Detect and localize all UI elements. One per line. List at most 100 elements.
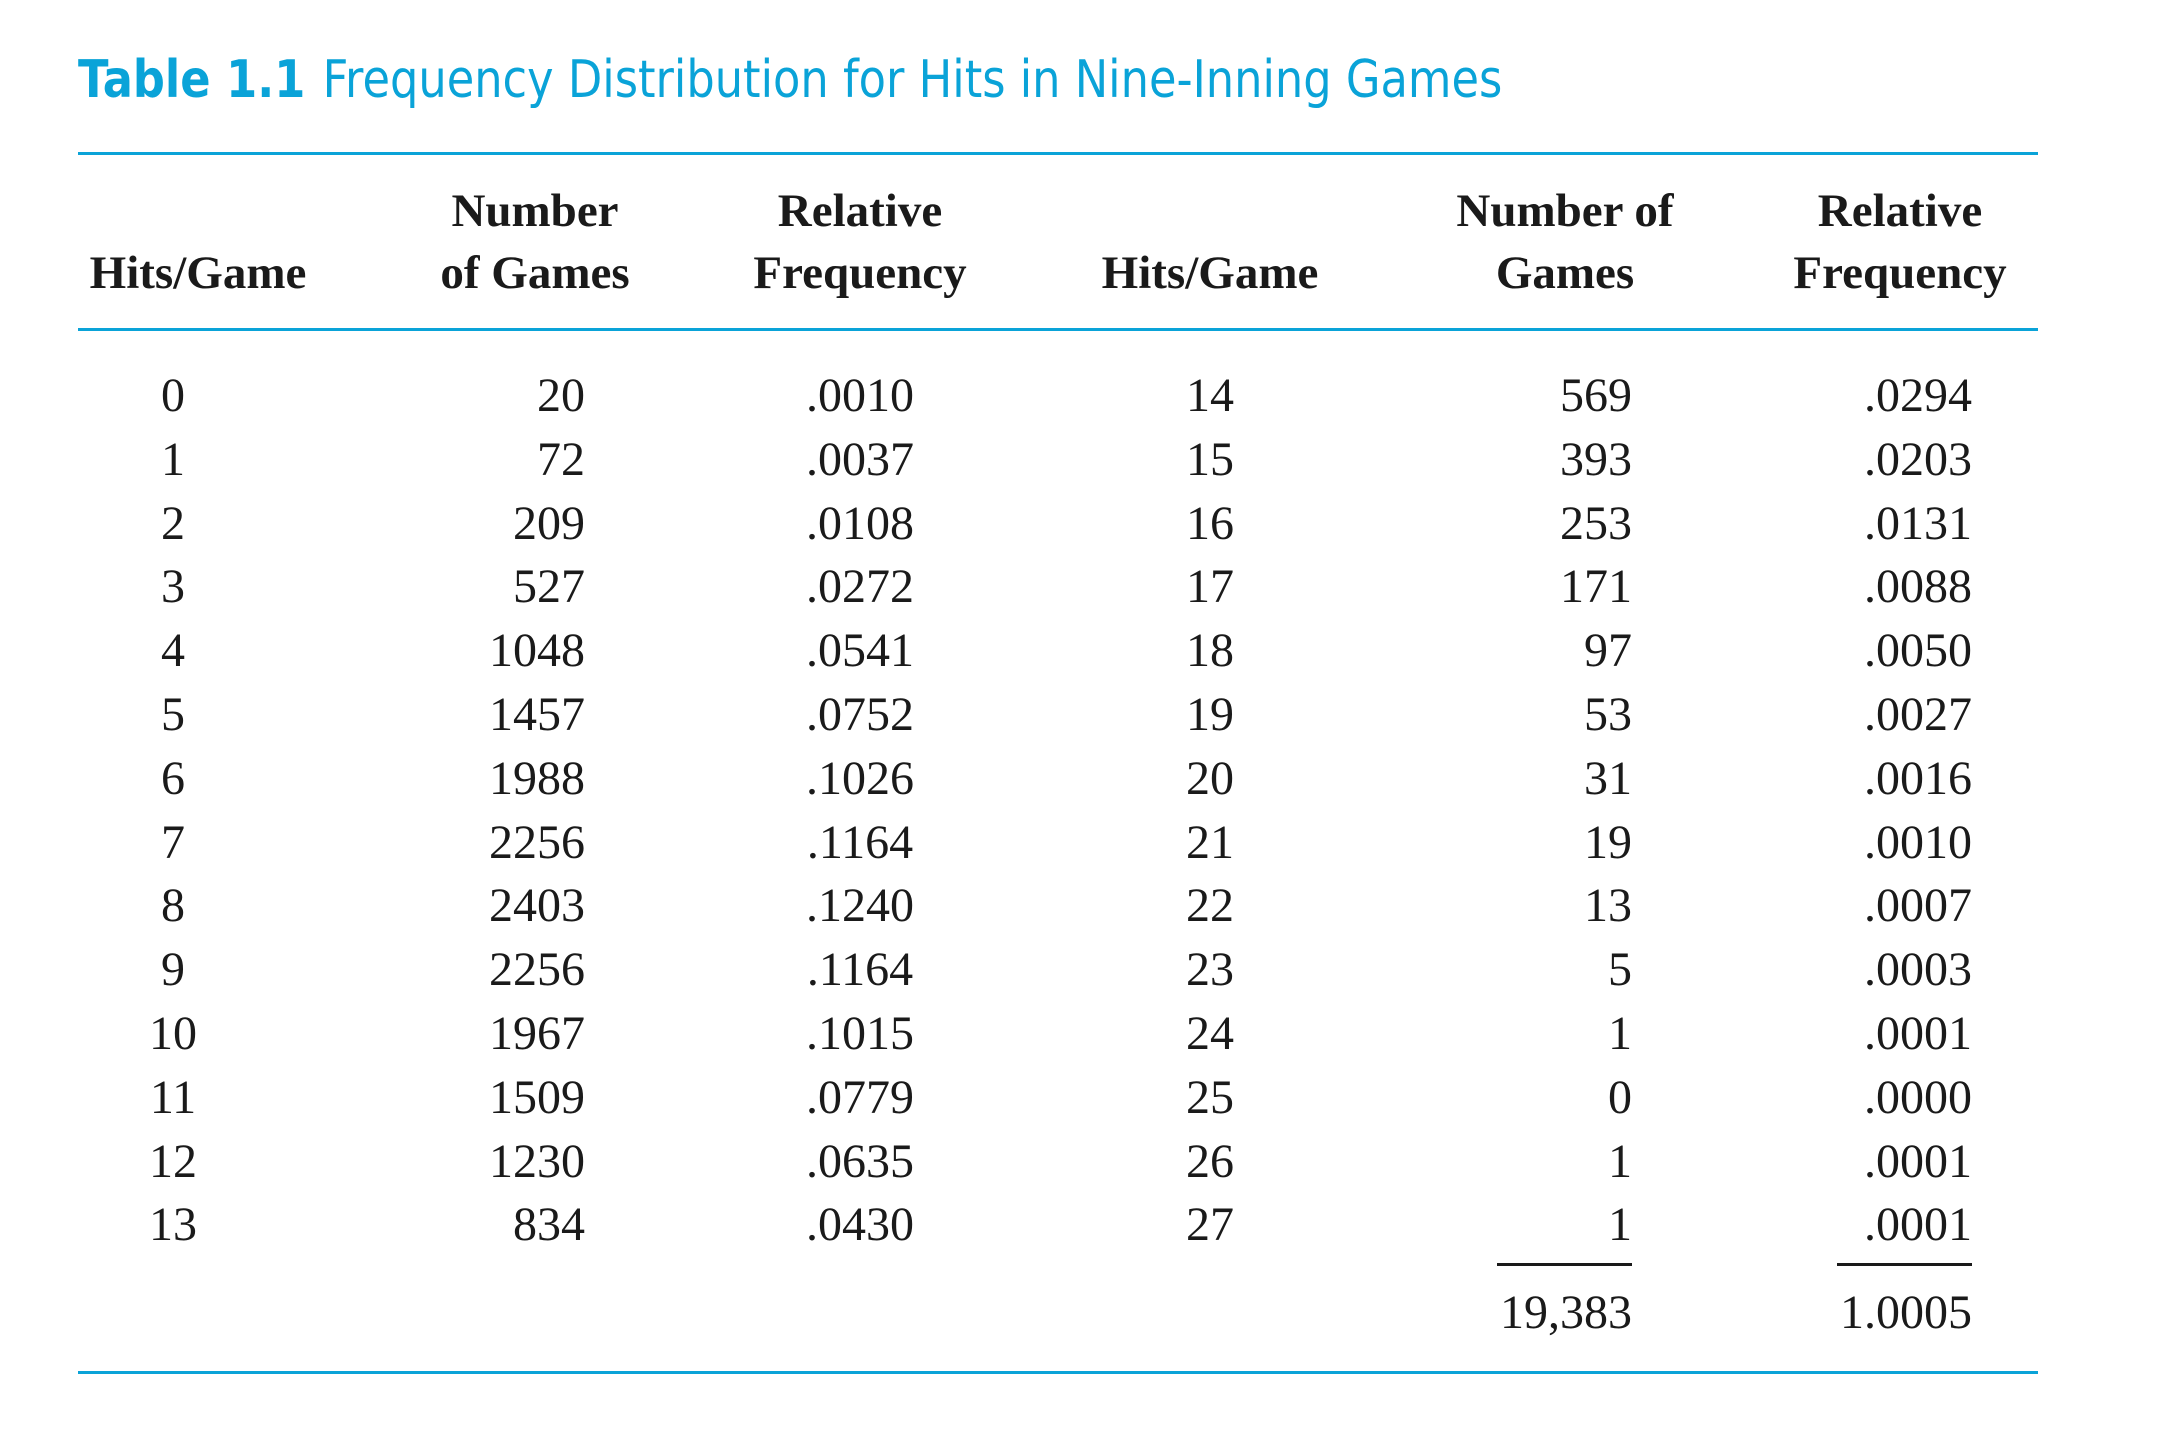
table-cell: 15 xyxy=(1186,432,1234,486)
table-cell: .0000 xyxy=(1864,1070,1972,1124)
table-cell: .0007 xyxy=(1864,879,1972,933)
table-cell: 20 xyxy=(537,369,585,422)
table-cell: 72 xyxy=(537,432,585,486)
column-hits-right: 14 15 16 17 18 19 20 21 22 23 24 25 26 27 xyxy=(1140,364,1280,1257)
table-cell: .0016 xyxy=(1864,751,1972,805)
table-cell: .0430 xyxy=(806,1198,914,1252)
games-total: 19,383 xyxy=(1500,1286,1632,1339)
header-games-left: Number of Games xyxy=(440,185,630,299)
table-cell: .0541 xyxy=(806,624,914,678)
table-caption: Table 1.1 Frequency Distribution for Hits… xyxy=(78,50,1502,110)
table-cell: 1 xyxy=(1608,1198,1632,1252)
table-cell: 26 xyxy=(1186,1134,1234,1188)
table-cell: 1988 xyxy=(489,751,585,805)
table-cell: 2 xyxy=(161,496,185,550)
table-cell: 1048 xyxy=(489,624,585,678)
table-cell: .1015 xyxy=(806,1006,914,1060)
table-cell: .1164 xyxy=(806,943,914,997)
table-cell: 12 xyxy=(149,1134,197,1188)
table-cell: 23 xyxy=(1186,943,1234,997)
column-hits-left: 0 1 2 3 4 5 6 7 8 9 10 11 12 13 xyxy=(103,364,243,1257)
header-rel-right: Relative Frequency xyxy=(1793,185,2007,299)
table-cell: 1230 xyxy=(489,1134,585,1188)
column-games-left: 20 72 209 527 1048 1457 1988 2256 2403 2256 1967 15… xyxy=(400,364,585,1257)
table-cell: 27 xyxy=(1186,1198,1234,1252)
table-cell: 1 xyxy=(1608,1006,1632,1060)
table-cell: 25 xyxy=(1186,1070,1234,1124)
table-cell: 1 xyxy=(1608,1134,1632,1188)
table-cell: 16 xyxy=(1186,496,1234,550)
table-cell: .0001 xyxy=(1864,1198,1972,1252)
table-cell: 31 xyxy=(1584,751,1632,805)
column-rel-left: .0010 .0037 .0108 .0272 .0541 .0752 .1026 .1164… xyxy=(740,364,980,1257)
header-rel-left: Relative Frequency xyxy=(753,185,967,299)
table-cell: 97 xyxy=(1584,624,1632,678)
table-cell: 19 xyxy=(1186,687,1234,741)
table-cell: .0003 xyxy=(1864,943,1972,997)
table-cell: .0272 xyxy=(806,560,914,614)
table-cell: 0 xyxy=(161,369,185,422)
table-cell: .1026 xyxy=(806,751,914,805)
table-cell: 14 xyxy=(1186,369,1234,422)
table-cell: 10 xyxy=(149,1006,197,1060)
table-cell: 2256 xyxy=(489,943,585,997)
table-cell: 13 xyxy=(1584,879,1632,933)
table-cell: 19 xyxy=(1584,815,1632,869)
table-cell: 9 xyxy=(161,943,185,997)
table-cell: .0027 xyxy=(1864,687,1972,741)
table-cell: 1509 xyxy=(489,1070,585,1124)
table-cell: 393 xyxy=(1560,432,1632,486)
table-cell: 5 xyxy=(161,687,185,741)
table-cell: 18 xyxy=(1186,624,1234,678)
header-hits-left: Hits/Game xyxy=(89,247,307,299)
rel-total: 1.0005 xyxy=(1840,1286,1972,1339)
table-cell: 11 xyxy=(149,1070,197,1124)
table-cell: 2256 xyxy=(489,815,585,869)
table-cell: 569 xyxy=(1560,369,1632,422)
table-cell: 0 xyxy=(1608,1070,1632,1124)
column-games-right: 569 393 253 171 97 53 31 19 13 5 1 0 1 1 xyxy=(1450,364,1632,1257)
table-cell: 21 xyxy=(1186,815,1234,869)
table-cell: .0635 xyxy=(806,1134,914,1188)
table-cell: .1164 xyxy=(806,815,914,869)
table-cell: 17 xyxy=(1186,560,1234,614)
table-title: Frequency Distribution for Hits in Nine-… xyxy=(322,50,1503,110)
table-cell: 20 xyxy=(1186,751,1234,805)
table-cell: 5 xyxy=(1608,943,1632,997)
table-cell: 171 xyxy=(1560,560,1632,614)
table-cell: .0050 xyxy=(1864,624,1972,678)
table-cell: 24 xyxy=(1186,1006,1234,1060)
table-cell: 4 xyxy=(161,624,185,678)
table-cell: .0108 xyxy=(806,496,914,550)
table-cell: .0010 xyxy=(806,369,914,422)
table-cell: 13 xyxy=(149,1198,197,1252)
table-cell: .0752 xyxy=(806,687,914,741)
header-games-right: Number of Games xyxy=(1456,185,1674,299)
table-cell: .0294 xyxy=(1864,369,1972,422)
table-cell: 7 xyxy=(161,815,185,869)
table-cell: 527 xyxy=(513,560,585,614)
table-cell: .0001 xyxy=(1864,1006,1972,1060)
table-number: Table 1.1 xyxy=(78,50,306,110)
table-cell: 22 xyxy=(1186,879,1234,933)
rel-total-rule xyxy=(1837,1263,1972,1266)
header-hits-right: Hits/Game xyxy=(1101,247,1319,299)
table-cell: 53 xyxy=(1584,687,1632,741)
table-cell: .0037 xyxy=(806,432,914,486)
table-cell: 1 xyxy=(161,432,185,486)
bottom-rule xyxy=(78,1371,2038,1374)
table-cell: .0001 xyxy=(1864,1134,1972,1188)
games-total-rule xyxy=(1497,1263,1632,1266)
table-cell: .0203 xyxy=(1864,432,1972,486)
table-cell: 6 xyxy=(161,751,185,805)
column-rel-right: .0294 .0203 .0131 .0088 .0050 .0027 .0016 .0010… xyxy=(1720,364,1972,1257)
table-cell: .0131 xyxy=(1864,496,1972,550)
table-cell: .0088 xyxy=(1864,560,1972,614)
table-cell: 1967 xyxy=(489,1006,585,1060)
table-cell: 209 xyxy=(513,496,585,550)
table-cell: 253 xyxy=(1560,496,1632,550)
header-rule xyxy=(78,328,2038,331)
table-cell: 8 xyxy=(161,879,185,933)
table-cell: 1457 xyxy=(489,687,585,741)
table-cell: .0010 xyxy=(1864,815,1972,869)
